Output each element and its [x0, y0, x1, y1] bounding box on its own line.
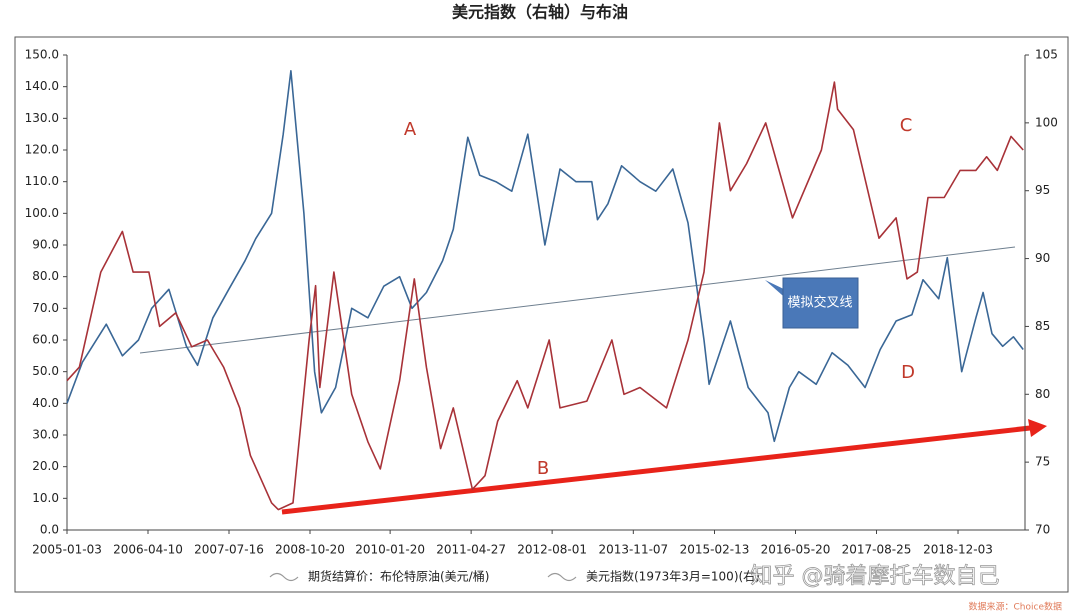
y-tick-label: 30.0 — [32, 428, 59, 442]
series-line — [66, 81, 1024, 511]
y2-tick-label: 80 — [1035, 387, 1050, 401]
callout-text: 模拟交叉线 — [787, 295, 852, 311]
y-tick-label: 70.0 — [32, 301, 59, 315]
x-tick-label: 2018-12-03 — [923, 543, 993, 557]
callout-box — [782, 277, 859, 329]
y2-tick-label: 75 — [1035, 455, 1050, 469]
x-tick-label: 2007-07-16 — [194, 543, 264, 557]
y-tick-label: 100.0 — [25, 206, 59, 220]
legend-swatch — [269, 572, 299, 582]
y-tick-label: 50.0 — [32, 364, 59, 378]
x-tick-label: 2011-04-27 — [436, 543, 506, 557]
trend-arrow — [281, 425, 1031, 515]
y-tick-label: 90.0 — [32, 238, 59, 252]
arrow-head — [1028, 419, 1047, 437]
chart-title: 美元指数（右轴）与布油 — [452, 3, 628, 22]
annotation: C — [900, 115, 913, 136]
y-tick-label: 40.0 — [32, 396, 59, 410]
x-tick-label: 2006-04-10 — [113, 543, 183, 557]
y-tick-label: 20.0 — [32, 459, 59, 473]
x-tick-label: 2008-10-20 — [275, 543, 345, 557]
legend-label: 美元指数(1973年3月=100)(右) — [586, 569, 760, 584]
y-tick-label: 150.0 — [25, 48, 59, 62]
legend-swatch — [547, 572, 577, 582]
x-tick-label: 2005-01-03 — [32, 543, 102, 557]
cross-line — [139, 246, 1016, 354]
watermark: 知乎 @骑着摩托车数自己 — [751, 564, 1000, 589]
y-tick-label: 110.0 — [25, 174, 59, 188]
x-tick-label: 2013-11-07 — [598, 543, 668, 557]
y2-tick-label: 100 — [1035, 115, 1058, 129]
y2-tick-label: 105 — [1035, 48, 1058, 62]
series-line — [66, 70, 1024, 443]
y-tick-label: 120.0 — [25, 143, 59, 157]
y2-tick-label: 95 — [1035, 183, 1050, 197]
y2-tick-label: 85 — [1035, 319, 1050, 333]
y-tick-label: 10.0 — [32, 491, 59, 505]
annotation: D — [901, 362, 915, 383]
annotation: B — [537, 458, 549, 479]
y2-tick-label: 90 — [1035, 251, 1050, 265]
annotation: A — [404, 119, 417, 140]
x-tick-label: 2015-02-13 — [680, 543, 750, 557]
y2-tick-label: 70 — [1035, 523, 1050, 537]
x-tick-label: 2016-05-20 — [761, 543, 831, 557]
y-tick-label: 130.0 — [25, 111, 59, 125]
source: 数据来源：Choice数据 — [969, 601, 1062, 613]
x-tick-label: 2017-08-25 — [842, 543, 912, 557]
y-tick-label: 80.0 — [32, 269, 59, 283]
x-tick-label: 2012-08-01 — [517, 543, 587, 557]
legend-label: 期货结算价：布伦特原油(美元/桶) — [308, 569, 489, 584]
x-tick-label: 2010-01-20 — [355, 543, 425, 557]
y-tick-label: 60.0 — [32, 333, 59, 347]
chart-frame — [14, 36, 1069, 593]
y-tick-label: 0.0 — [40, 523, 59, 537]
y-tick-label: 140.0 — [25, 79, 59, 93]
